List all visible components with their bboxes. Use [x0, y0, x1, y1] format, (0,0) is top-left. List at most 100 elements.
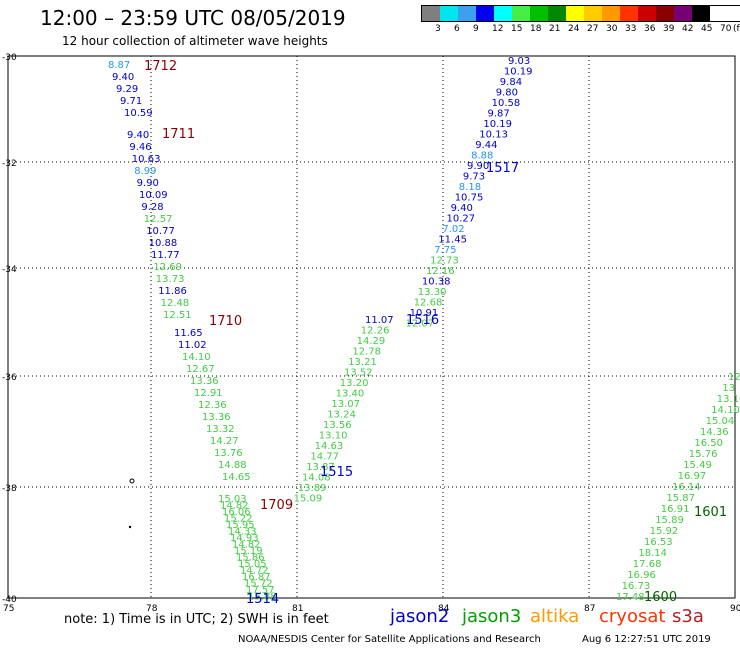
wave-height-value: 9.87	[488, 109, 510, 120]
wave-height-value: 9.28	[141, 202, 163, 213]
wave-height-value: 16.14	[672, 482, 701, 493]
wave-height-value: 13.73	[156, 274, 185, 285]
wave-height-value: 13.07	[331, 399, 360, 410]
wave-height-value: 9.80	[496, 88, 518, 99]
wave-height-value: 13.52	[344, 368, 373, 379]
wave-height-value: 12.51	[163, 310, 192, 321]
track-label: 1711	[162, 127, 195, 142]
wave-height-value: 13.89	[298, 483, 327, 494]
legend-altika: altika	[530, 606, 579, 627]
wave-height-value: 10.59	[124, 108, 153, 119]
wave-height-value: 13.76	[214, 448, 243, 459]
wave-height-value: 11.45	[438, 235, 467, 246]
wave-height-value: 10.75	[455, 193, 484, 204]
wave-height-value: 16.96	[627, 570, 656, 581]
wave-height-value: 15.87	[666, 493, 695, 504]
wave-height-value: 14.63	[315, 441, 344, 452]
wave-height-value: 8.99	[134, 166, 156, 177]
island-marker	[130, 479, 134, 483]
wave-height-value: 13.40	[336, 389, 365, 400]
wave-height-value: 13.10	[717, 394, 740, 405]
wave-height-value: 10.27	[447, 214, 476, 225]
wave-height-value: 16.97	[678, 471, 707, 482]
wave-height-value: 12.73	[430, 256, 459, 267]
wave-height-value: 16.50	[694, 438, 723, 449]
wave-height-value: 12.68	[414, 298, 443, 309]
wave-height-value: 10.58	[492, 98, 521, 109]
latitude-label: -30	[2, 53, 17, 63]
legend-cryosat: cryosat	[599, 606, 665, 627]
wave-height-value: 12.91	[194, 388, 223, 399]
wave-height-value: 14.29	[357, 336, 386, 347]
wave-height-value: 14.88	[218, 460, 247, 471]
wave-height-value: 14.77	[310, 452, 339, 463]
wave-height-value: 10.77	[146, 226, 175, 237]
longitude-label: 87	[584, 604, 595, 614]
wave-height-value: 14.10	[711, 405, 740, 416]
wave-height-value: 15.49	[683, 460, 712, 471]
wave-height-map: -30-32-34-36-38-4075 78 81 84 87 908.879.409.…	[0, 0, 740, 650]
wave-height-value: 8.87	[108, 60, 130, 71]
footer-credit: NOAA/NESDIS Center for Satellite Applica…	[238, 634, 541, 645]
wave-height-value: 10.09	[139, 190, 168, 201]
wave-height-value: 12.69	[153, 262, 182, 273]
longitude-label: 75	[3, 604, 14, 614]
wave-height-value: 16.91	[661, 504, 690, 515]
wave-height-value: 7.75	[434, 245, 456, 256]
wave-height-value: 14.65	[222, 472, 251, 483]
track-label: 1600	[644, 590, 677, 605]
island-marker	[129, 526, 131, 528]
wave-height-value: 13	[722, 383, 735, 394]
wave-height-value: 10.19	[504, 67, 533, 78]
track-label: 1514	[246, 592, 279, 607]
longitude-label: 90	[730, 604, 740, 614]
wave-height-value: 16.53	[644, 537, 673, 548]
wave-height-value: 10.38	[422, 277, 451, 288]
wave-height-value: 9.40	[451, 203, 473, 214]
wave-height-value: 9.44	[475, 140, 497, 151]
wave-height-value: 9.03	[508, 56, 530, 67]
wave-height-value: 15.76	[689, 449, 718, 460]
footer-timestamp: Aug 6 12:27:51 UTC 2019	[582, 634, 711, 645]
wave-height-value: 11.65	[174, 328, 203, 339]
latitude-label: -34	[2, 265, 17, 275]
wave-height-value: 13.10	[319, 431, 348, 442]
wave-height-value: 8.88	[471, 151, 493, 162]
wave-height-value: 13.20	[340, 378, 369, 389]
wave-height-value: 9.40	[112, 72, 134, 83]
wave-height-value: 14.10	[182, 352, 211, 363]
wave-height-value: 12.57	[144, 214, 173, 225]
wave-height-value: 15.89	[655, 515, 684, 526]
wave-height-value: 13.30	[418, 287, 447, 298]
wave-height-value: 13.36	[190, 376, 219, 387]
wave-height-value: 12.78	[352, 347, 381, 358]
wave-height-value: 11.77	[151, 250, 180, 261]
wave-height-value: 15.92	[650, 526, 679, 537]
wave-height-value: 12.36	[198, 400, 227, 411]
track-label: 1712	[144, 59, 177, 74]
wave-height-value: 12.67	[186, 364, 215, 375]
units-note: note: 1) Time is in UTC; 2) SWH is in fe…	[64, 612, 329, 627]
track-label: 1709	[260, 498, 293, 513]
wave-height-value: 12	[728, 372, 740, 383]
wave-height-value: 11.07	[365, 315, 394, 326]
wave-height-value: 13.21	[348, 357, 377, 368]
wave-height-value: 17.68	[633, 559, 662, 570]
wave-height-value: 10.13	[479, 130, 508, 141]
wave-height-value: 15.09	[294, 494, 323, 505]
wave-height-value: 9.73	[463, 172, 485, 183]
wave-height-value: 13.32	[206, 424, 235, 435]
wave-height-value: 11.02	[178, 340, 207, 351]
track-label: 1517	[486, 161, 519, 176]
wave-height-value: 9.40	[127, 130, 149, 141]
wave-height-value: 9.84	[500, 77, 522, 88]
wave-height-value: 11.86	[158, 286, 187, 297]
legend-jason2: jason2	[390, 606, 449, 627]
track-label: 1515	[320, 465, 353, 480]
track-label: 1601	[694, 505, 727, 520]
latitude-label: -32	[2, 159, 17, 169]
wave-height-value: 9.71	[120, 96, 142, 107]
track-label: 1710	[209, 314, 242, 329]
wave-height-value: 15.04	[706, 416, 735, 427]
wave-height-value: 8.18	[459, 182, 481, 193]
